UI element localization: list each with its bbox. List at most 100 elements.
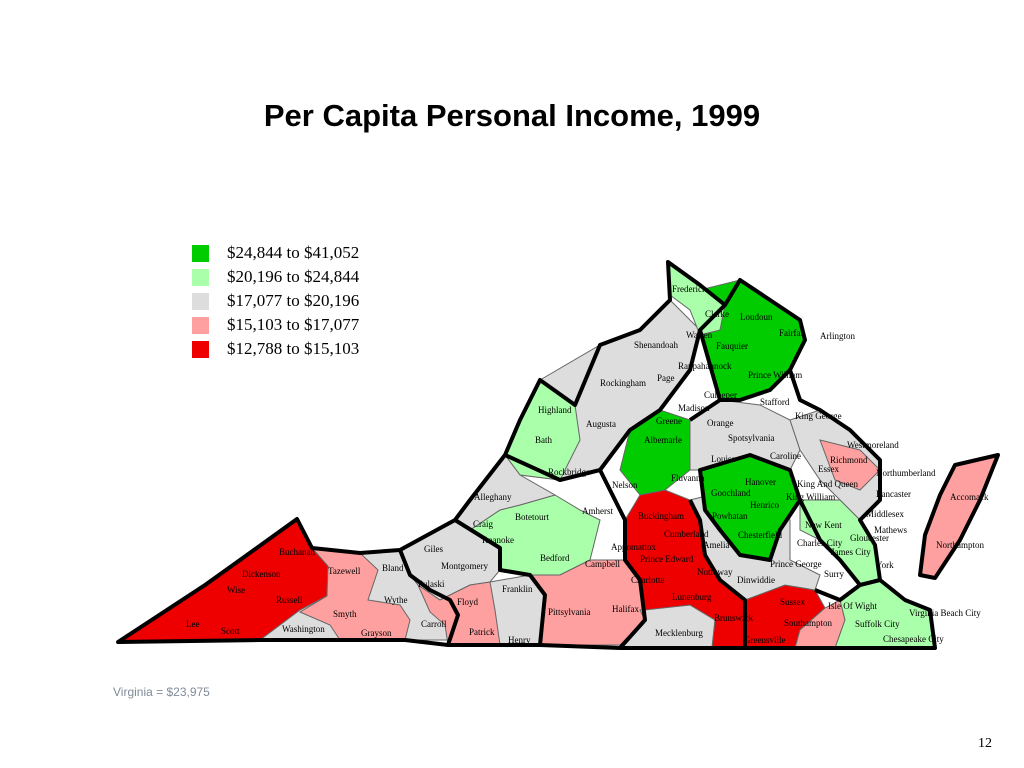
boundary-southwest — [398, 549, 460, 646]
county-label: Rockingham — [600, 378, 646, 388]
county-label: Pulaski — [418, 579, 445, 589]
map-title: Per Capita Personal Income, 1999 — [263, 98, 761, 133]
county-label: Botetourt — [515, 512, 549, 522]
county-label: Middlesex — [866, 509, 904, 519]
county-label: Amherst — [582, 506, 613, 516]
county-label: King And Queen — [797, 479, 858, 489]
county-label: Suffolk City — [855, 619, 900, 629]
county-label: Gloucester — [850, 533, 889, 543]
county-label: Bath — [535, 435, 552, 445]
legend-label-q5: $24,844 to $41,052 — [227, 243, 360, 262]
county-label: Bedford — [540, 553, 570, 563]
county-label: Charles City — [797, 538, 843, 548]
county-label: Essex — [818, 464, 839, 474]
county-label: Chesterfield — [738, 530, 782, 540]
boundary-richmond-metro — [698, 453, 802, 562]
county-label: Frederick — [672, 284, 707, 294]
county-label: King William — [786, 492, 835, 502]
page-number: 12 — [978, 736, 992, 751]
county-label: Lee — [186, 619, 200, 629]
county-label: Russell — [276, 595, 303, 605]
county-label: Smyth — [333, 609, 357, 619]
region-essex-richmond — [819, 439, 881, 491]
county-label: Wythe — [384, 595, 407, 605]
county-label: Greene — [656, 416, 682, 426]
county-label: Nelson — [612, 480, 638, 490]
county-label: Brunswick — [714, 613, 753, 623]
county-label: Franklin — [502, 584, 533, 594]
county-label: Caroline — [770, 451, 801, 461]
county-label: Henry — [508, 635, 531, 645]
county-label: Orange — [707, 418, 734, 428]
county-label: Northumberland — [876, 468, 936, 478]
county-label: New Kent — [805, 520, 842, 530]
county-label: Carroll — [421, 619, 447, 629]
county-label: Fluvanna — [671, 473, 705, 483]
county-label: Richmond — [830, 455, 868, 465]
county-label: Louisa — [711, 454, 736, 464]
county-label: Nottoway — [697, 567, 733, 577]
legend-swatch-q3 — [192, 293, 209, 310]
legend-label-q4: $20,196 to $24,844 — [227, 267, 360, 286]
county-label: Prince William — [748, 370, 802, 380]
county-label: Clarke — [705, 309, 729, 319]
county-label: James City — [831, 547, 871, 557]
county-label: Augusta — [586, 419, 616, 429]
county-label: Madison — [678, 403, 710, 413]
county-label: Pittsylvania — [548, 607, 591, 617]
county-label: Rappahannock — [678, 361, 732, 371]
boundary-valley — [504, 329, 702, 482]
county-label: Mecklenburg — [655, 628, 703, 638]
eastern-shore-outline — [918, 453, 1000, 580]
county-label: Prince Edward — [640, 554, 694, 564]
county-label: Sussex — [780, 597, 806, 607]
boundary-tidewater — [814, 578, 881, 602]
boundary-southside — [598, 469, 647, 650]
county-label: Giles — [424, 544, 443, 554]
county-label: King George — [795, 411, 842, 421]
county-label: Albemarle — [644, 435, 682, 445]
boundary-peninsula — [798, 499, 862, 587]
legend-label-q1: $12,788 to $15,103 — [227, 339, 360, 358]
county-label: Floyd — [457, 597, 479, 607]
county-label: Alleghany — [474, 492, 512, 502]
county-label: Charlotte — [631, 575, 665, 585]
county-label: Tazewell — [328, 566, 361, 576]
county-label: Patrick — [469, 627, 495, 637]
county-label: Arlington — [820, 331, 855, 341]
region-albemarle — [619, 409, 691, 496]
county-label: Accomack — [950, 492, 989, 502]
region-boundaries — [116, 260, 1000, 650]
county-label: Amelia — [703, 540, 730, 550]
legend-label-q3: $17,077 to $20,196 — [227, 291, 360, 310]
boundary-west-central — [453, 518, 547, 646]
virginia-outline — [116, 260, 937, 650]
legend-swatch-q4 — [192, 269, 209, 286]
county-label: Buchanan — [279, 547, 315, 557]
boundary-central-south — [688, 499, 747, 648]
county-label: Goochland — [711, 488, 751, 498]
county-label: Dinwiddie — [737, 575, 775, 585]
county-label: Fauquier — [716, 341, 748, 351]
county-label: Lancaster — [876, 489, 911, 499]
county-label: Grayson — [361, 628, 392, 638]
county-label: Surry — [824, 569, 844, 579]
county-label: Montgomery — [441, 561, 488, 571]
county-label: Roanoke — [482, 535, 514, 545]
legend-swatch-q1 — [192, 341, 209, 358]
county-label: Campbell — [585, 559, 620, 569]
county-label: Culpeper — [704, 390, 737, 400]
county-label: Chesapeake City — [883, 634, 944, 644]
county-label: Stafford — [760, 397, 790, 407]
legend-swatch-q5 — [192, 245, 209, 262]
county-label: Mathews — [874, 525, 907, 535]
county-label: Scott — [221, 626, 240, 636]
state-average-note: Virginia = $23,975 — [113, 685, 210, 699]
county-label: Warren — [686, 330, 713, 340]
county-label: Appomattox — [611, 542, 656, 552]
boundary-northern-virginia — [698, 303, 792, 402]
county-label: Northampton — [936, 540, 984, 550]
county-label: Prince George — [770, 559, 822, 569]
county-label: Craig — [473, 519, 493, 529]
